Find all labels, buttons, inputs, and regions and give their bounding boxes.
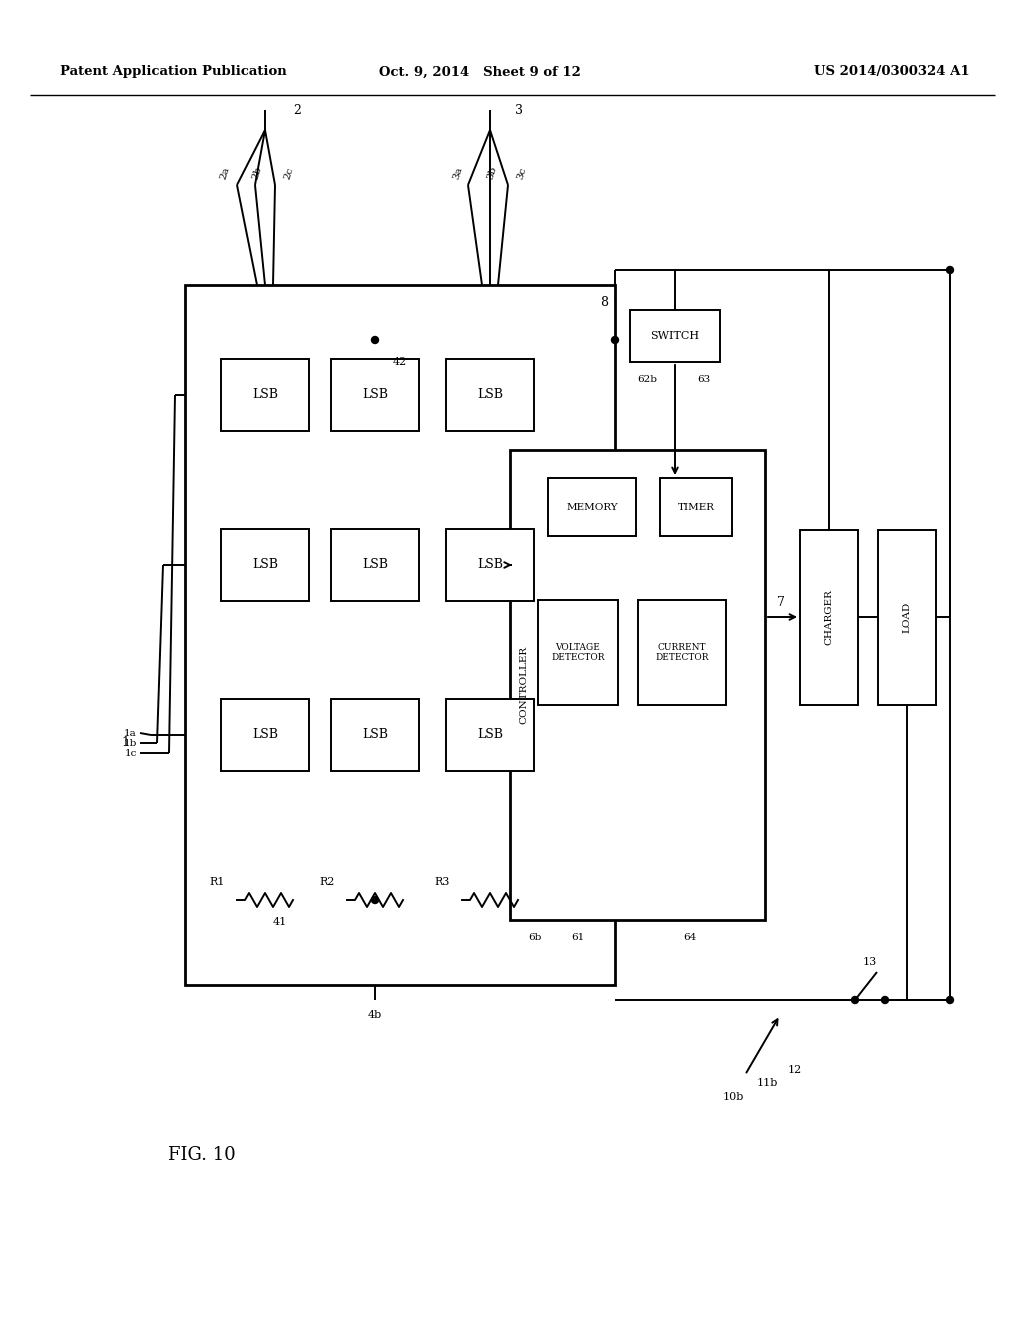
- Text: 10b: 10b: [722, 1092, 743, 1102]
- Text: LSB: LSB: [477, 388, 503, 401]
- Bar: [538, 601, 618, 705]
- Text: 6b: 6b: [528, 933, 542, 942]
- Circle shape: [946, 267, 953, 273]
- Text: 1b: 1b: [124, 738, 137, 747]
- Bar: [185, 285, 615, 985]
- Text: LSB: LSB: [252, 388, 278, 401]
- Bar: [446, 700, 534, 771]
- Bar: [800, 531, 858, 705]
- Text: 8: 8: [600, 296, 608, 309]
- Bar: [660, 478, 732, 536]
- Text: LSB: LSB: [252, 558, 278, 572]
- Bar: [331, 359, 419, 432]
- Text: 61: 61: [571, 933, 585, 942]
- Bar: [510, 450, 765, 920]
- Text: LSB: LSB: [362, 388, 388, 401]
- Text: 2c: 2c: [283, 166, 295, 181]
- Text: SWITCH: SWITCH: [650, 331, 699, 341]
- Text: LSB: LSB: [362, 729, 388, 742]
- Text: 3c: 3c: [516, 166, 528, 181]
- Bar: [638, 601, 726, 705]
- Text: 63: 63: [697, 375, 711, 384]
- Circle shape: [372, 337, 379, 343]
- Text: 62b: 62b: [637, 375, 657, 384]
- Text: 13: 13: [863, 957, 878, 968]
- Text: MEMORY: MEMORY: [566, 503, 617, 511]
- Text: 3a: 3a: [452, 165, 464, 181]
- Circle shape: [882, 997, 889, 1003]
- Text: 1a: 1a: [124, 729, 137, 738]
- Text: 64: 64: [683, 933, 696, 942]
- Bar: [221, 359, 309, 432]
- Circle shape: [372, 896, 379, 903]
- Text: R1: R1: [210, 876, 225, 887]
- Text: Oct. 9, 2014   Sheet 9 of 12: Oct. 9, 2014 Sheet 9 of 12: [379, 66, 581, 78]
- Text: LSB: LSB: [477, 729, 503, 742]
- Text: FIG. 10: FIG. 10: [168, 1146, 236, 1164]
- Text: CHARGER: CHARGER: [824, 590, 834, 645]
- Text: 7: 7: [777, 597, 784, 610]
- Text: 1: 1: [121, 737, 129, 750]
- Text: 42: 42: [393, 356, 408, 367]
- Text: US 2014/0300324 A1: US 2014/0300324 A1: [814, 66, 970, 78]
- Text: R2: R2: [319, 876, 335, 887]
- Circle shape: [852, 997, 858, 1003]
- Bar: [446, 529, 534, 601]
- Circle shape: [946, 997, 953, 1003]
- Text: TIMER: TIMER: [678, 503, 715, 511]
- Text: CONTROLLER: CONTROLLER: [519, 645, 528, 725]
- Text: 2: 2: [293, 103, 301, 116]
- Bar: [331, 700, 419, 771]
- Bar: [630, 310, 720, 362]
- Text: 12: 12: [787, 1065, 802, 1074]
- Bar: [446, 359, 534, 432]
- Text: LSB: LSB: [477, 558, 503, 572]
- Bar: [878, 531, 936, 705]
- Text: 3b: 3b: [485, 165, 499, 181]
- Text: VOLTAGE
DETECTOR: VOLTAGE DETECTOR: [551, 643, 605, 663]
- Text: 1c: 1c: [125, 748, 137, 758]
- Bar: [331, 529, 419, 601]
- Text: 2a: 2a: [219, 165, 231, 181]
- Text: 41: 41: [273, 917, 288, 927]
- Bar: [221, 700, 309, 771]
- Text: CURRENT
DETECTOR: CURRENT DETECTOR: [655, 643, 709, 663]
- Bar: [548, 478, 636, 536]
- Text: 3: 3: [515, 103, 523, 116]
- Bar: [221, 529, 309, 601]
- Text: 11b: 11b: [757, 1078, 777, 1088]
- Text: R3: R3: [434, 876, 450, 887]
- Text: LSB: LSB: [362, 558, 388, 572]
- Text: Patent Application Publication: Patent Application Publication: [60, 66, 287, 78]
- Text: 2b: 2b: [251, 165, 263, 181]
- Text: LOAD: LOAD: [902, 602, 911, 634]
- Circle shape: [611, 337, 618, 343]
- Text: LSB: LSB: [252, 729, 278, 742]
- Text: 4b: 4b: [368, 1010, 382, 1020]
